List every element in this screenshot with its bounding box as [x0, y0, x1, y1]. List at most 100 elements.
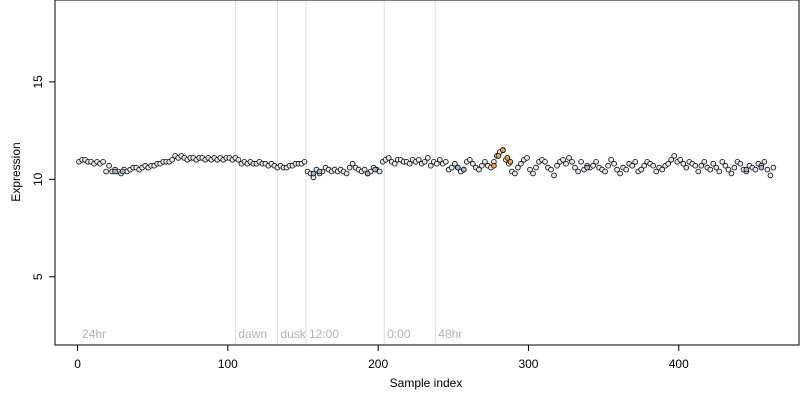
data-point [448, 164, 455, 171]
data-point [593, 159, 599, 165]
data-point [112, 168, 118, 175]
x-axis: 0 100 200 300 400 [74, 345, 689, 371]
data-point [515, 164, 521, 171]
data-point [542, 159, 548, 165]
y-axis-label: Expression [9, 142, 23, 201]
region-label: dusk [280, 327, 306, 341]
data-point [671, 153, 677, 159]
data-point [764, 166, 771, 173]
data-point [611, 160, 617, 167]
data-point [495, 153, 502, 159]
data-point [659, 166, 665, 173]
data-point [512, 170, 518, 177]
data-point [569, 159, 575, 165]
data-point [415, 157, 422, 163]
data-point [524, 155, 530, 161]
data-point [421, 159, 428, 165]
data-point [349, 160, 356, 167]
data-point [548, 166, 554, 173]
data-point [518, 160, 524, 167]
region-label: 0:00 [387, 327, 411, 341]
data-point [551, 172, 557, 179]
data-point [566, 155, 572, 161]
data-point [479, 162, 485, 169]
data-point [707, 166, 714, 173]
data-point [343, 170, 350, 177]
data-point [424, 155, 431, 161]
data-point [752, 166, 759, 173]
data-point [719, 159, 726, 165]
y-tick-label: 10 [31, 172, 45, 186]
data-point [701, 159, 708, 165]
data-point [106, 162, 112, 169]
data-point [391, 160, 398, 167]
data-point [737, 160, 744, 167]
data-point [310, 170, 317, 177]
data-point [725, 166, 732, 173]
data-point [500, 147, 506, 153]
data-point [743, 166, 750, 173]
data-point [698, 162, 705, 169]
data-point [427, 162, 434, 169]
data-point [605, 162, 611, 169]
data-point [482, 159, 488, 165]
data-point [632, 159, 638, 165]
y-axis: 5 10 15 [31, 75, 55, 280]
data-point [683, 164, 690, 171]
data-point [451, 160, 458, 167]
data-point [731, 164, 738, 171]
data-point [301, 159, 308, 165]
x-tick-label: 100 [218, 357, 238, 371]
region-label: 12:00 [309, 327, 339, 341]
data-point [527, 166, 533, 173]
data-point [614, 166, 620, 173]
data-point [376, 168, 383, 175]
data-point [442, 159, 449, 165]
data-point [364, 170, 371, 177]
x-tick-label: 400 [669, 357, 689, 371]
data-point [316, 168, 323, 175]
data-point [572, 164, 578, 171]
data-point [454, 164, 461, 171]
data-point [665, 160, 671, 167]
data-points [76, 147, 777, 181]
data-point [584, 164, 590, 171]
data-point [623, 166, 629, 173]
data-point [100, 159, 106, 165]
data-point [361, 166, 368, 173]
data-point [713, 164, 720, 171]
x-axis-label: Sample index [390, 376, 463, 390]
data-point [507, 159, 514, 165]
region-label: dawn [238, 327, 267, 341]
data-point [629, 162, 635, 169]
data-point [680, 160, 687, 167]
data-point [469, 160, 476, 167]
data-point [653, 168, 659, 175]
data-point [103, 168, 109, 175]
data-point [758, 164, 765, 171]
data-point [554, 162, 560, 169]
data-point [641, 162, 647, 169]
data-point [235, 157, 242, 163]
data-point [770, 164, 777, 171]
data-point [668, 157, 674, 163]
data-point [590, 162, 596, 169]
data-point [491, 162, 497, 169]
data-point [767, 172, 774, 179]
y-tick-label: 5 [31, 273, 45, 280]
data-point [460, 166, 467, 173]
data-point [710, 160, 717, 167]
data-point [406, 160, 413, 167]
data-point [530, 170, 536, 177]
data-point [602, 168, 608, 175]
region-label: 48hr [438, 327, 462, 341]
data-point [169, 157, 176, 163]
data-point [575, 168, 581, 175]
data-point [650, 162, 656, 169]
data-point [372, 166, 378, 173]
data-point [695, 168, 702, 175]
x-tick-label: 200 [368, 357, 388, 371]
x-tick-label: 0 [74, 357, 81, 371]
data-point [638, 166, 644, 173]
